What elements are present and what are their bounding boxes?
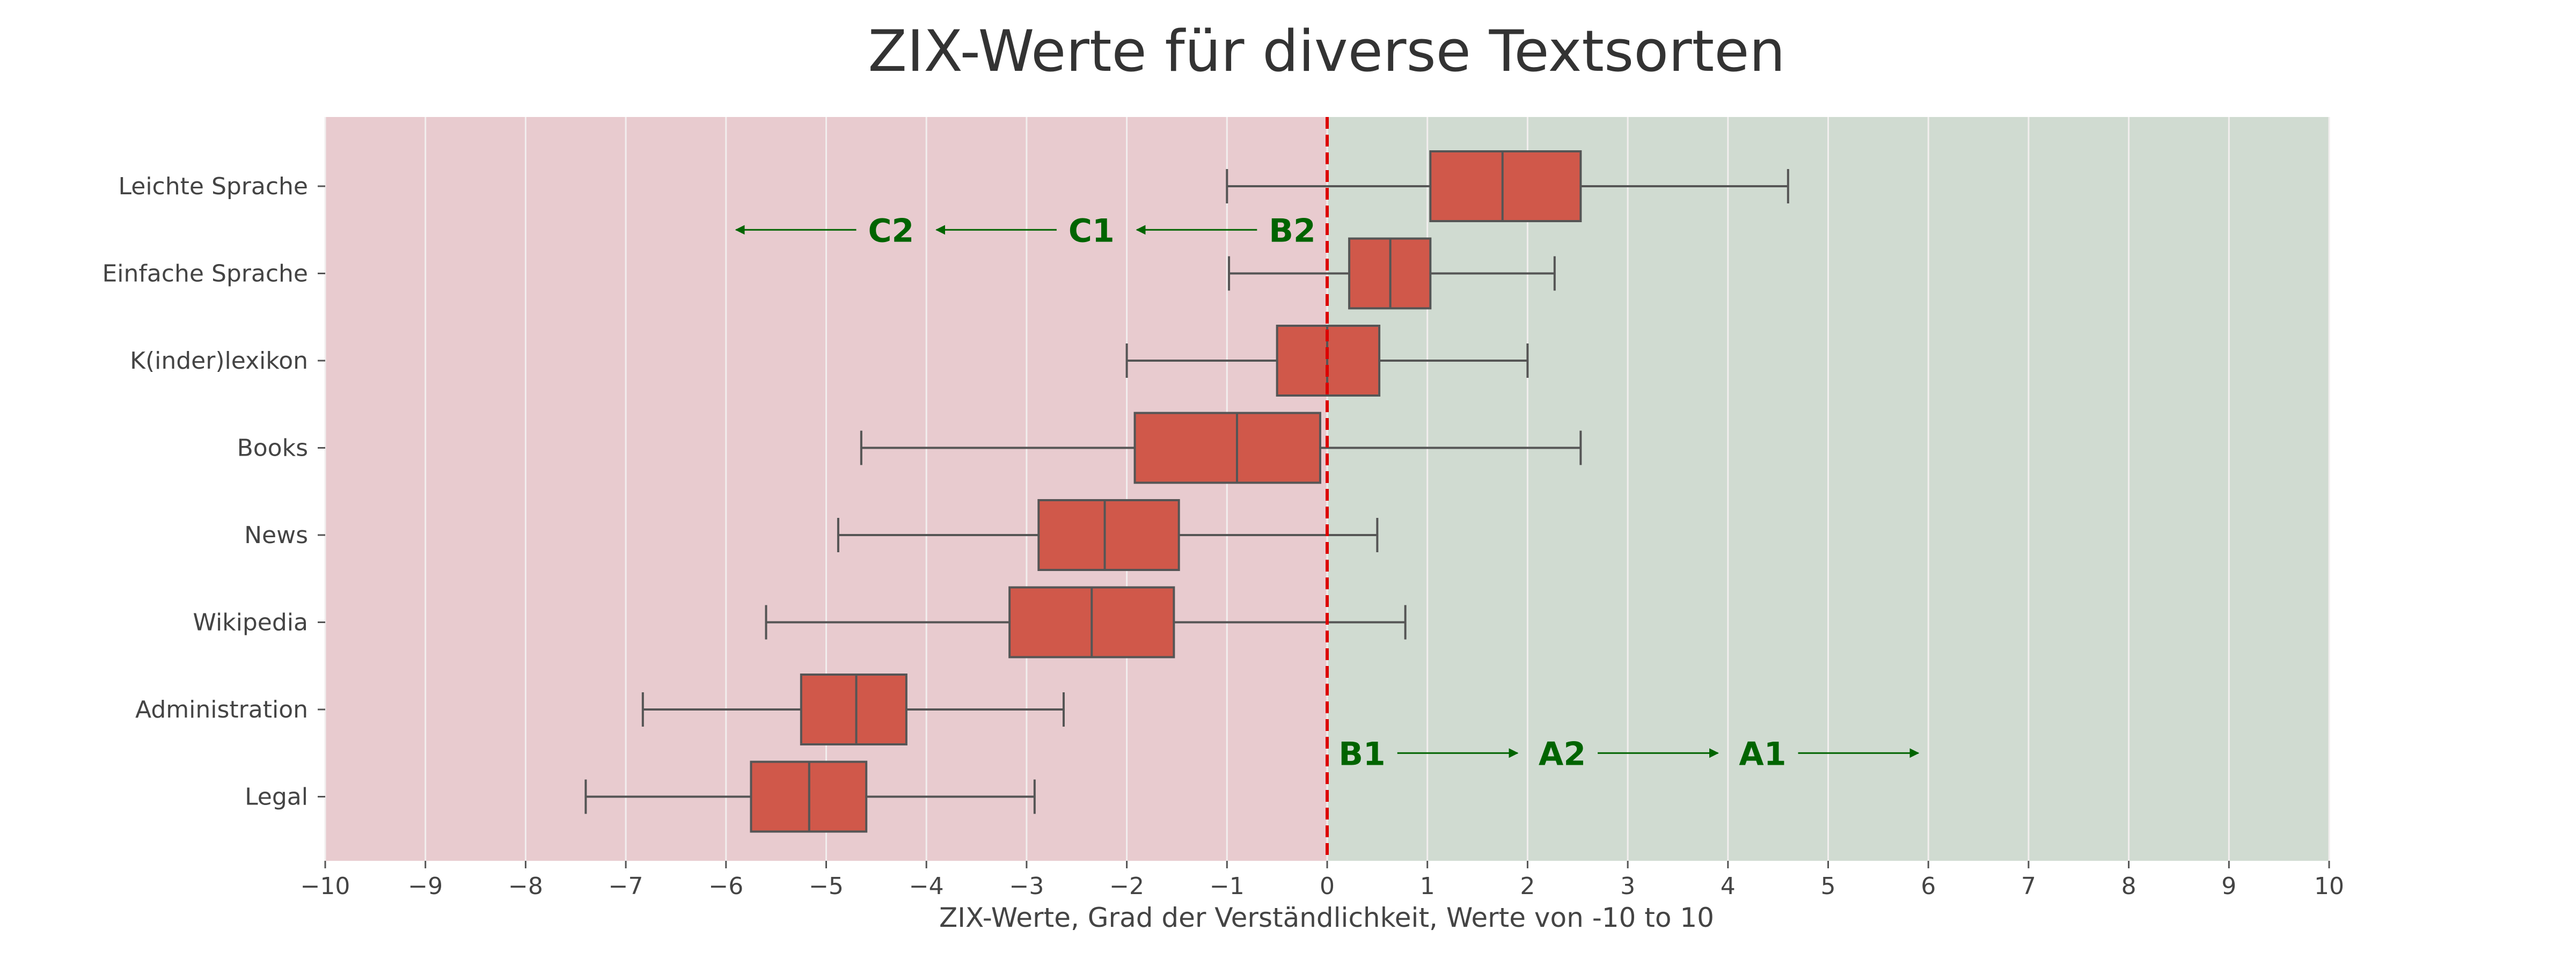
y-tick-label: K(inder)lexikon [130, 347, 308, 375]
chart-title: ZIX-Werte für diverse Textsorten [868, 18, 1785, 84]
box-books [860, 412, 1582, 484]
box-legal [584, 760, 1036, 833]
y-axis: Leichte Sprache Einfache Sprache K(inder)l… [102, 173, 325, 811]
box-series [584, 150, 1789, 833]
box-leichte-sprache [1226, 150, 1789, 222]
x-tick-label: 0 [1320, 873, 1335, 900]
x-tick-label: 7 [2021, 873, 2036, 900]
x-tick-label: 2 [1520, 873, 1535, 900]
x-axis: −10 −9 −8 −7 −6 −5 −4 −3 −2 −1 0 1 2 3 4 5 6 7 8 9 10 [301, 861, 2344, 900]
level-label-b2: B2 [1269, 212, 1315, 250]
level-annotations: B2 C1 C2 B1 A2 A1 [735, 212, 1920, 773]
level-label-b1: B1 [1338, 735, 1385, 773]
box-iqr [1429, 150, 1582, 222]
y-tick-label: Books [237, 435, 308, 462]
level-label-c2: C2 [868, 212, 914, 250]
box-iqr [1133, 412, 1321, 484]
x-tick-label: −9 [408, 873, 443, 900]
x-tick-label: 9 [2221, 873, 2236, 900]
box-iqr [1037, 499, 1180, 571]
x-tick-label: −4 [909, 873, 944, 900]
level-label-a2: A2 [1539, 735, 1586, 773]
x-tick-label: −6 [708, 873, 743, 900]
x-tick-label: 10 [2314, 873, 2344, 900]
x-tick-label: −8 [508, 873, 543, 900]
box-administration [641, 674, 1065, 745]
box-wikipedia [765, 586, 1407, 658]
x-tick-label: −3 [1009, 873, 1044, 900]
box-iqr [800, 674, 908, 745]
y-tick-label: Legal [245, 784, 308, 811]
x-tick-label: −7 [609, 873, 643, 900]
box-einfache-sprache [1228, 237, 1556, 310]
y-tick-label: Administration [135, 696, 308, 723]
y-tick-label: News [244, 522, 308, 549]
level-label-a1: A1 [1739, 735, 1786, 773]
x-tick-label: 3 [1620, 873, 1635, 900]
y-tick-label: Wikipedia [193, 609, 308, 636]
x-tick-label: 1 [1420, 873, 1435, 900]
x-tick-label: −2 [1109, 873, 1144, 900]
x-tick-label: 6 [1921, 873, 1936, 900]
x-axis-label: ZIX-Werte, Grad der Verständlichkeit, We… [939, 902, 1714, 933]
x-tick-label: −5 [809, 873, 844, 900]
x-tick-label: −1 [1210, 873, 1245, 900]
box-news [837, 499, 1379, 571]
x-tick-label: 4 [1721, 873, 1736, 900]
x-tick-label: −10 [301, 873, 350, 900]
x-tick-label: 5 [1821, 873, 1836, 900]
y-tick-label: Einfache Sprache [102, 260, 308, 288]
y-tick-label: Leichte Sprache [119, 173, 308, 200]
x-tick-label: 8 [2121, 873, 2136, 900]
level-label-c1: C1 [1069, 212, 1115, 250]
grid-lines [324, 117, 2330, 861]
